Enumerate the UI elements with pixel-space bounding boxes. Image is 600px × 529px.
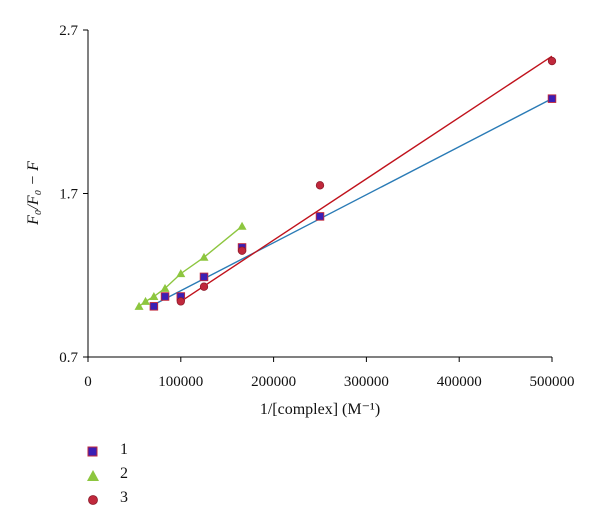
legend-label-3: 3 xyxy=(120,489,128,506)
plot-area: 0 100000 200000 300000 400000 500000 0.7 1.7 2.7 xyxy=(59,23,574,390)
fit-line-series-1 xyxy=(153,98,553,306)
data-point-series-1 xyxy=(315,212,325,221)
square-marker-icon xyxy=(87,446,98,457)
x-tick-label: 0 xyxy=(84,374,92,390)
legend-item-2: 2 xyxy=(86,465,166,489)
y-tick-label: 2.7 xyxy=(59,23,78,39)
data-point-series-2 xyxy=(199,252,209,261)
legend: 1 2 3 xyxy=(86,441,166,513)
data-point-series-2 xyxy=(237,221,247,230)
data-point-series-1 xyxy=(160,292,170,301)
data-point-series-1 xyxy=(149,302,159,311)
legend-label-2: 2 xyxy=(120,465,128,482)
data-point-series-3 xyxy=(199,282,209,291)
y-axis-title: F₀/F₀ − F xyxy=(25,161,42,226)
legend-item-3: 3 xyxy=(86,489,166,513)
y-tick-label: 0.7 xyxy=(59,350,78,366)
y-tick-label: 1.7 xyxy=(59,187,78,203)
circle-marker-icon xyxy=(88,495,98,505)
legend-label-1: 1 xyxy=(120,441,128,458)
x-tick-label: 500000 xyxy=(530,374,575,390)
data-point-series-3 xyxy=(315,181,325,190)
data-point-series-1 xyxy=(547,94,557,103)
data-point-series-2 xyxy=(134,301,144,310)
data-point-series-3 xyxy=(237,246,247,255)
legend-item-1: 1 xyxy=(86,441,166,465)
x-tick-label: 200000 xyxy=(251,374,296,390)
triangle-marker-icon xyxy=(87,470,99,481)
data-point-series-2 xyxy=(160,283,170,292)
fit-line-series-3 xyxy=(180,55,553,302)
data-point-series-2 xyxy=(176,269,186,278)
data-point-series-3 xyxy=(176,297,185,306)
x-tick-label: 400000 xyxy=(437,374,482,390)
data-point-series-2 xyxy=(141,296,151,305)
x-tick-label: 300000 xyxy=(344,374,389,390)
x-tick-label: 100000 xyxy=(158,374,203,390)
data-point-series-2 xyxy=(149,292,159,301)
data-point-series-1 xyxy=(199,272,209,282)
x-axis-title: 1/[complex] (M⁻¹) xyxy=(260,401,380,418)
data-point-series-3 xyxy=(547,56,557,66)
